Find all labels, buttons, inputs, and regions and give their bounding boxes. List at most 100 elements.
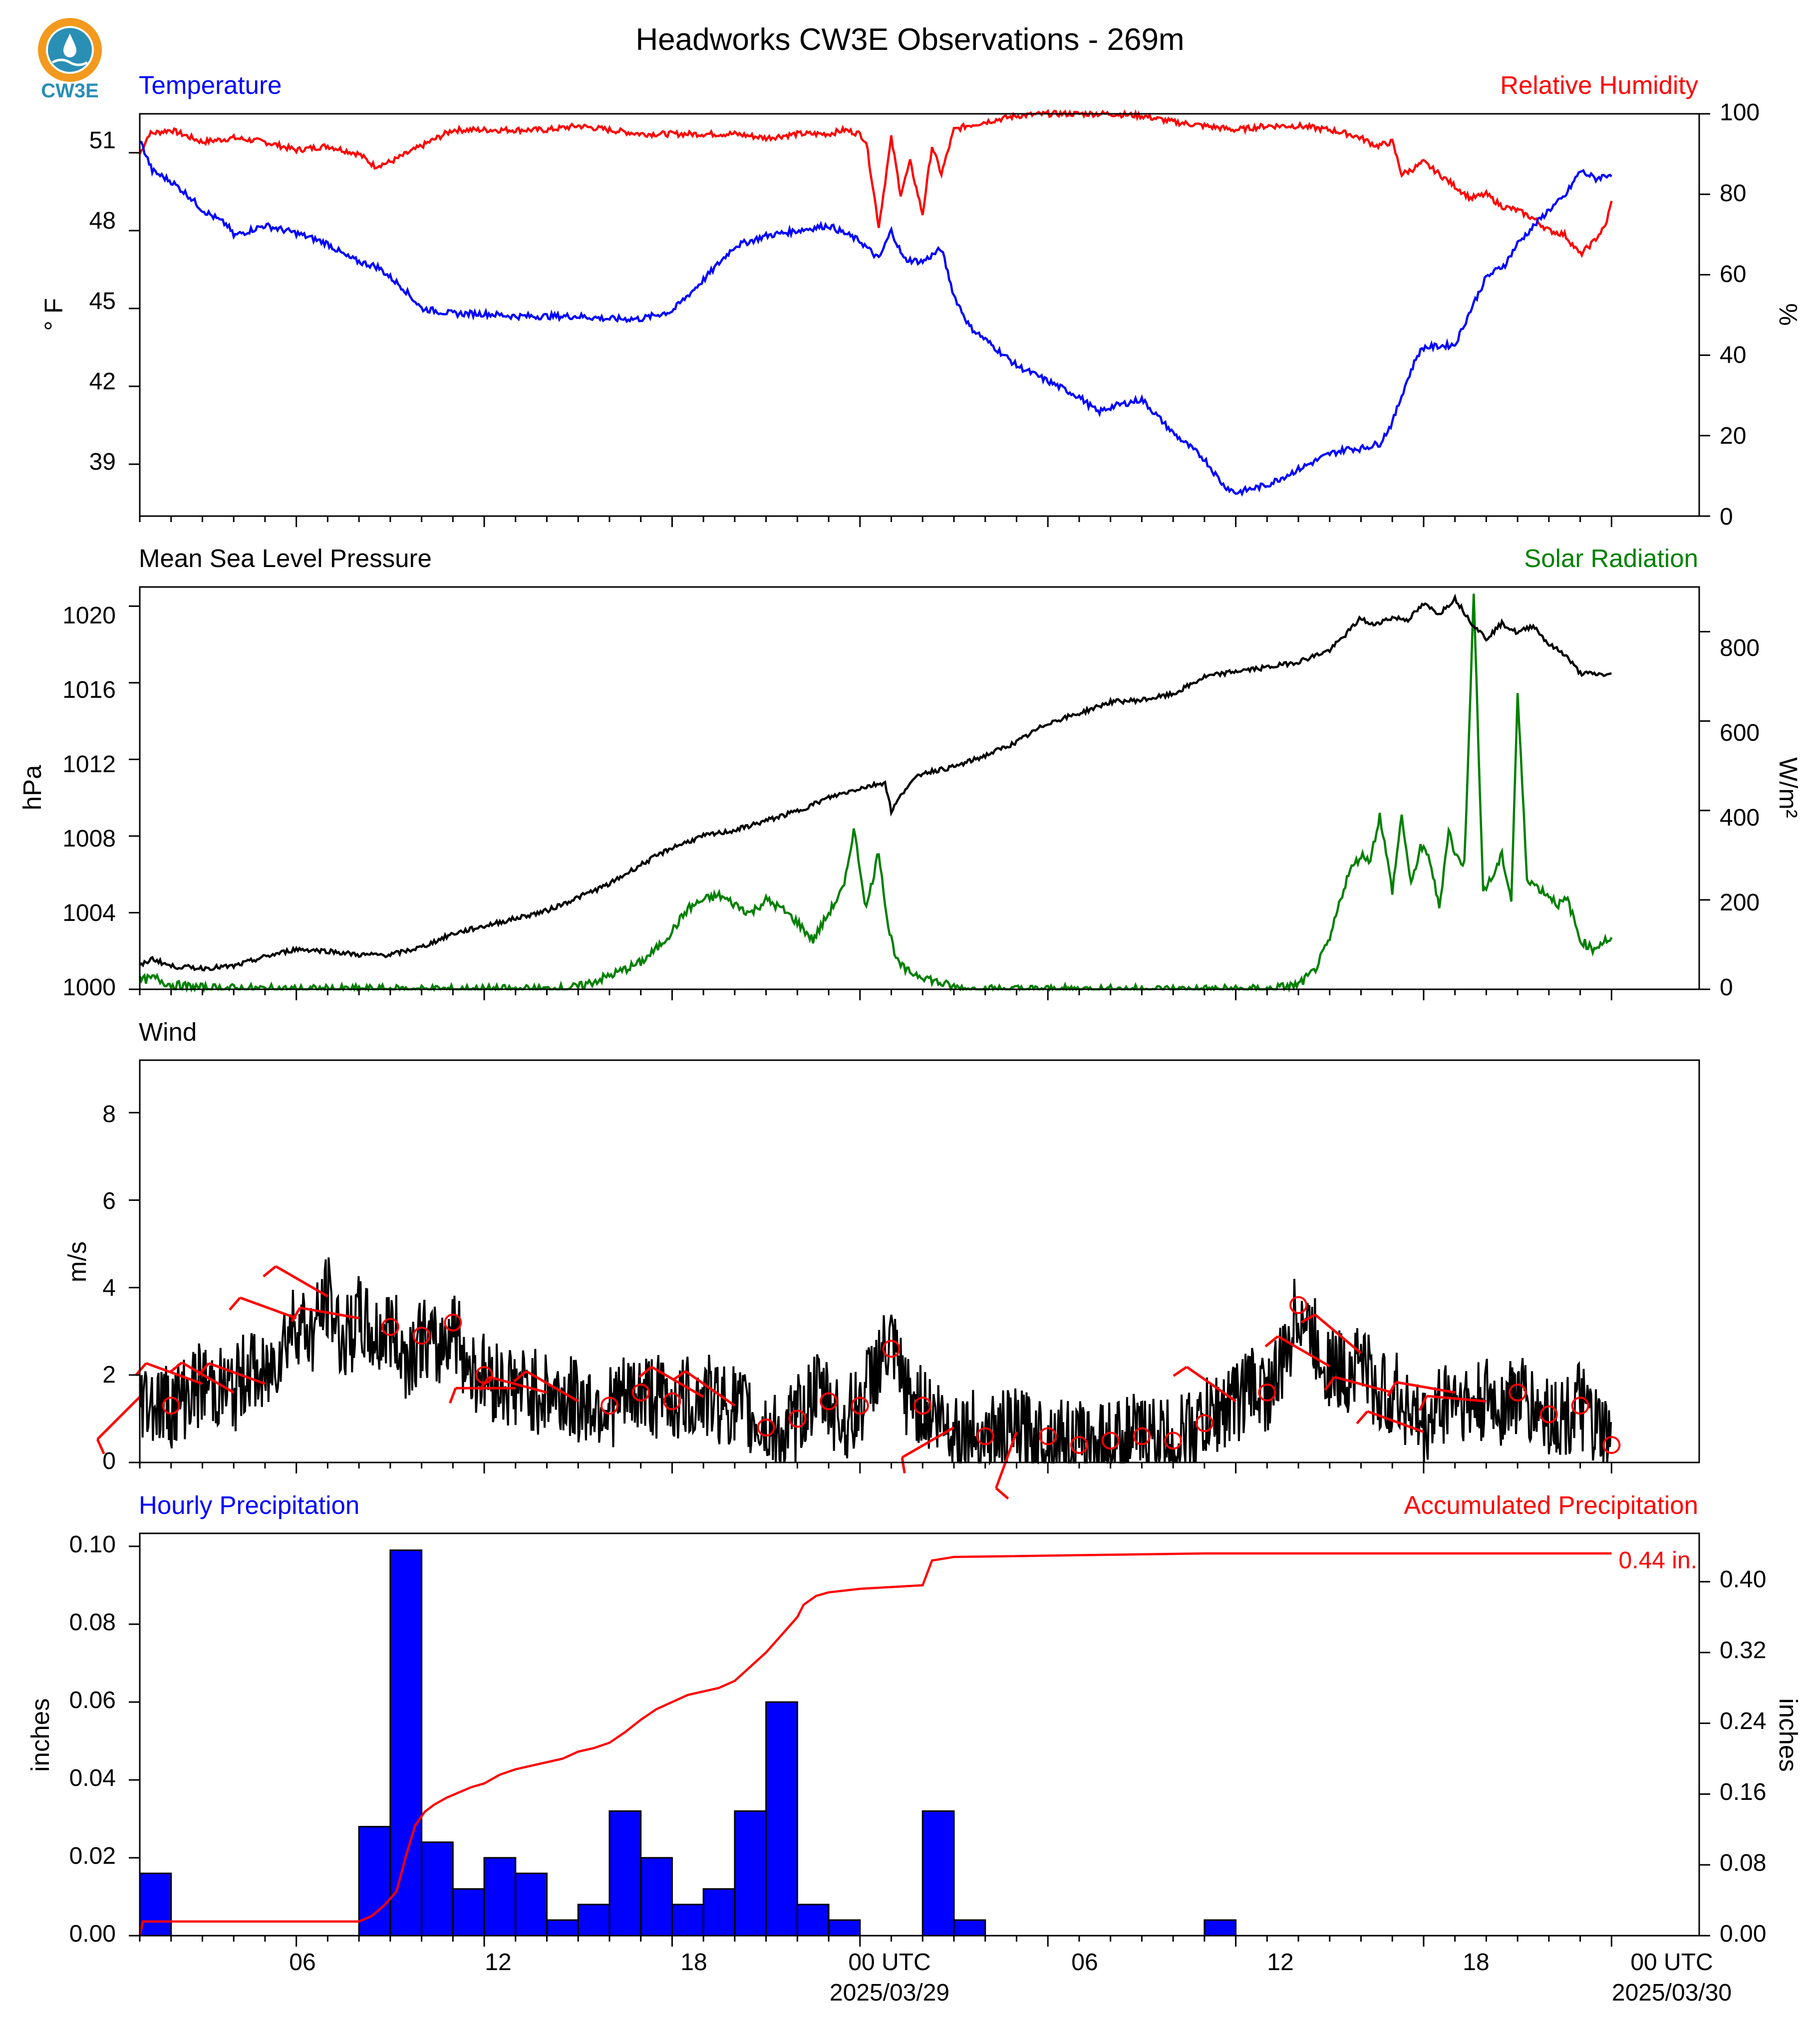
humidity-series-line	[138, 109, 1613, 258]
wind-tick: 2	[102, 1362, 116, 1388]
temp-tick: 51	[89, 127, 116, 154]
pressure-tick: 1004	[62, 900, 116, 926]
wind-barb-staff	[1314, 1313, 1362, 1354]
wind-plot-area	[96, 1112, 1621, 1500]
wind-barb-calm	[631, 1383, 650, 1402]
pressure-unit: hPa	[18, 765, 46, 810]
precip-bar	[671, 1904, 704, 1937]
precip-bar	[608, 1810, 642, 1937]
wind-barb-calm	[444, 1313, 462, 1332]
pressure-tick: 1016	[62, 677, 116, 703]
wind-barb-flag	[168, 1361, 183, 1374]
wind-barb-calm	[882, 1340, 901, 1358]
solar-ticks: 0 200 400 600 800	[1720, 635, 1760, 1001]
wind-barb-calm	[1509, 1383, 1527, 1402]
wind-barb-flag	[1356, 1410, 1369, 1425]
rh-tick: 100	[1720, 99, 1760, 126]
wind-barb-flag	[263, 1265, 277, 1278]
temp-tick: 45	[89, 288, 116, 314]
wind-barb-staff	[1396, 1381, 1456, 1394]
wind-ticks: 0 2 4 6 8	[102, 1101, 116, 1474]
solar-unit: W/m²	[1774, 757, 1803, 818]
precip-bar	[765, 1701, 798, 1937]
precip-bar	[421, 1841, 454, 1937]
temp-tick: 39	[89, 449, 116, 475]
humidity-unit: %	[1774, 303, 1803, 325]
wind-tick: 4	[102, 1275, 116, 1301]
wind-barb-calm	[1133, 1427, 1151, 1446]
x-tick-label: 12	[485, 1949, 511, 1976]
precip-bar	[796, 1904, 830, 1937]
wind-speed-line	[139, 1257, 1612, 1466]
accum-tick: 0.40	[1720, 1566, 1766, 1593]
precip-bar	[546, 1919, 579, 1937]
wind-barb-calm	[1164, 1432, 1183, 1450]
wind-barb-flag	[1300, 1313, 1316, 1324]
wind-barb-staff	[208, 1362, 266, 1385]
solar-tick: 0	[1720, 974, 1733, 1001]
solar-tick: 600	[1720, 720, 1760, 746]
precip-bar	[734, 1810, 767, 1937]
wind-unit: m/s	[63, 1241, 91, 1282]
wind-barb-flag	[478, 1376, 490, 1391]
precip-bar	[358, 1826, 391, 1937]
pressure-ticks: 1000 1004 1008 1012 1016 1020	[62, 602, 116, 1001]
wind-barb-calm	[788, 1410, 807, 1428]
precip-tick: 0.00	[69, 1921, 116, 1947]
wind-barb-calm	[1195, 1414, 1213, 1433]
wind-frame	[139, 1059, 1700, 1463]
temp-tick: 42	[89, 368, 116, 395]
wind-barb-calm	[381, 1318, 399, 1336]
temperature-ticks: 39 42 45 48 51	[89, 127, 116, 475]
precip-bar	[953, 1919, 986, 1937]
hourly-precip-unit: inches	[26, 1698, 54, 1771]
droplet-icon	[63, 33, 76, 57]
wind-barb-calm	[663, 1392, 681, 1411]
pressure-panel: Mean Sea Level Pressure Solar Radiation …	[18, 544, 1803, 1001]
temp-tick: 48	[89, 208, 116, 234]
rh-tick: 60	[1720, 261, 1746, 288]
solar-series-line	[138, 593, 1613, 994]
wind-barb-staff	[1277, 1335, 1331, 1368]
hourly-precip-title: Hourly Precipitation	[139, 1491, 359, 1519]
accum-tick: 0.08	[1720, 1850, 1766, 1876]
temperature-plot-area	[129, 109, 1710, 527]
wind-barb-staff	[901, 1426, 955, 1459]
x-tick-label: 00 UTC	[1630, 1949, 1713, 1976]
precip-bar	[139, 1872, 172, 1937]
precip-plot-area	[129, 1545, 1710, 1947]
precip-bar	[577, 1904, 610, 1937]
precip-tick: 0.10	[69, 1531, 116, 1558]
wind-barb-flag	[1387, 1381, 1397, 1397]
wind-tick: 8	[102, 1101, 116, 1128]
x-tick-label: 06	[289, 1949, 315, 1976]
pressure-tick: 1000	[62, 974, 116, 1001]
wind-barb-staff	[685, 1370, 736, 1407]
pressure-plot-area	[129, 593, 1710, 1000]
wind-barb-calm	[162, 1397, 180, 1415]
precip-frame	[139, 1532, 1700, 1937]
wind-barb-flag	[1324, 1376, 1336, 1391]
wind-barb-staff	[488, 1376, 548, 1394]
wave-icon	[51, 58, 88, 66]
pressure-title: Mean Sea Level Pressure	[139, 544, 432, 573]
accum-tick: 0.24	[1720, 1708, 1766, 1735]
wind-barb-flag	[1264, 1335, 1279, 1348]
wind-barb-calm	[820, 1392, 838, 1411]
rh-tick: 20	[1720, 423, 1746, 449]
x-tick-label: 12	[1267, 1949, 1293, 1976]
humidity-ticks: 0 20 40 60 80 100	[1720, 99, 1760, 530]
wind-barb-flag	[96, 1439, 105, 1454]
accum-precip-ticks: 0.00 0.08 0.16 0.24 0.32 0.40	[1720, 1566, 1766, 1947]
precip-bar	[921, 1810, 955, 1937]
wind-barb-flag	[901, 1457, 906, 1473]
wind-barb-staff	[145, 1362, 203, 1385]
precip-panel: Hourly Precipitation Accumulated Precipi…	[26, 1491, 1803, 1947]
x-tick-label: 06	[1071, 1949, 1098, 1976]
humidity-title: Relative Humidity	[1500, 71, 1698, 99]
figure-title: Headworks CW3E Observations - 269m	[635, 22, 1184, 57]
wind-barb-calm	[1258, 1383, 1276, 1402]
accum-tick: 0.16	[1720, 1779, 1766, 1805]
wind-barb-staff	[181, 1361, 235, 1394]
precip-bar	[828, 1919, 861, 1937]
